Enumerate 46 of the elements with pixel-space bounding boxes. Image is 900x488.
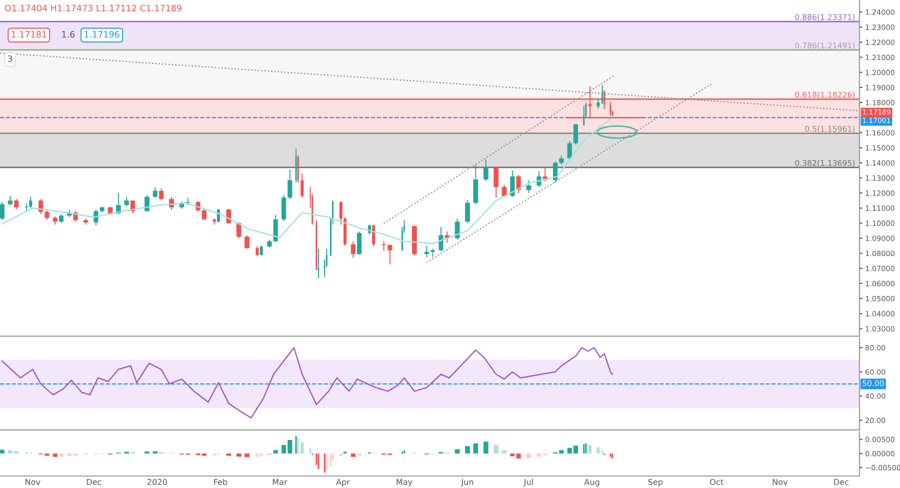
x-tick-label: Feb (214, 478, 228, 486)
bar (52, 453, 58, 457)
bar (339, 453, 342, 456)
bar (226, 453, 232, 456)
x-tick-label: Oct (710, 478, 724, 486)
x-tick-label: Jul (523, 478, 533, 487)
bar (516, 453, 521, 459)
x-tick-label: May (396, 479, 412, 487)
line-series (1, 347, 614, 418)
annotation: 1.17196 (84, 31, 120, 38)
bar (244, 453, 250, 458)
x-tick-label: 2020 (148, 478, 167, 486)
bar (596, 447, 600, 454)
bar (483, 442, 488, 454)
bar (494, 445, 499, 454)
bar (236, 453, 242, 457)
bar (588, 445, 592, 454)
x-tick-label: Mar (272, 479, 288, 486)
bar (526, 453, 532, 458)
bar (454, 449, 460, 454)
candlestick (267, 239, 272, 248)
x-tick-label: Nov (26, 479, 40, 486)
bar (465, 446, 470, 454)
bar (510, 453, 515, 456)
annotation: 1.6 (62, 31, 75, 38)
bar (273, 450, 278, 454)
x-tick-label: Apr (336, 479, 350, 487)
bar (350, 453, 356, 457)
bar (502, 450, 507, 454)
bar (300, 442, 304, 454)
x-tick-label: Nov (772, 479, 788, 486)
annotation: 3 (8, 55, 12, 62)
x-tick-label: Aug (584, 479, 600, 487)
bar (260, 453, 263, 456)
bar (58, 453, 64, 457)
annotation: 1.17181 (12, 31, 46, 38)
bar (0, 450, 4, 454)
x-tick-label: Sep (648, 478, 662, 487)
line-series (1, 116, 614, 244)
x-tick-label: Dec (86, 479, 102, 486)
bar (473, 443, 478, 454)
x-tick-label: Dec (834, 479, 848, 486)
annotation: O1.17404 H1.17473 L1.17112 C1.17189 (4, 4, 182, 12)
candlestick (256, 245, 259, 257)
bar (256, 453, 259, 457)
x-tick-label: Jun (460, 479, 474, 487)
